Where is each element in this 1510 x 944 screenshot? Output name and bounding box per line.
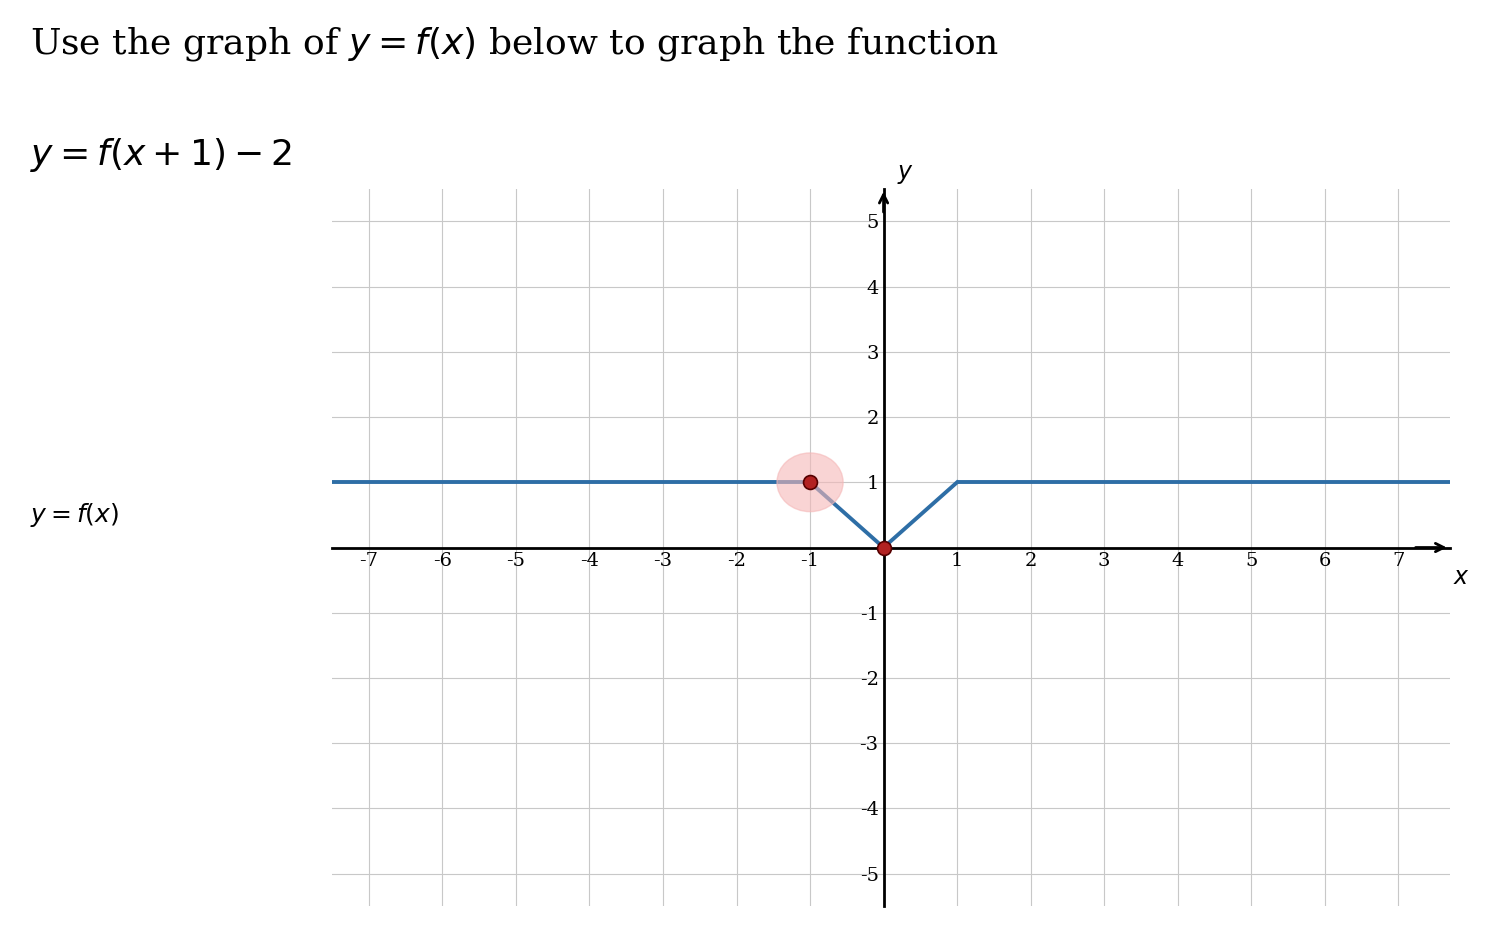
Text: $y = f(x)$: $y = f(x)$ [30, 501, 119, 529]
Text: $y$: $y$ [897, 162, 914, 186]
Text: Use the graph of $y = f(x)$ below to graph the function: Use the graph of $y = f(x)$ below to gra… [30, 25, 1000, 63]
Circle shape [778, 453, 843, 512]
Text: $x$: $x$ [1453, 565, 1471, 589]
Text: $y = f(x+1) - 2$: $y = f(x+1) - 2$ [30, 136, 291, 174]
